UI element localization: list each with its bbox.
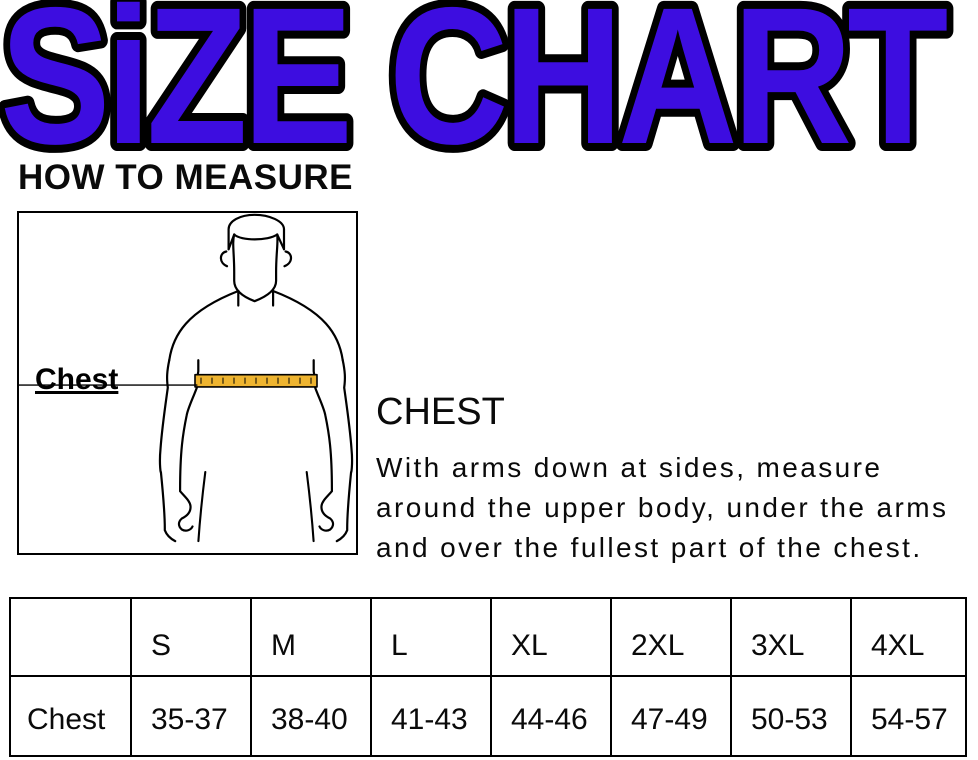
svg-text:50-53: 50-53 <box>751 703 828 736</box>
svg-text:54-57: 54-57 <box>871 703 948 736</box>
svg-text:L: L <box>391 629 408 662</box>
svg-text:3XL: 3XL <box>751 629 804 662</box>
svg-text:41-43: 41-43 <box>391 703 468 736</box>
svg-text:35-37: 35-37 <box>151 703 228 736</box>
svg-text:Chest: Chest <box>35 363 118 396</box>
svg-text:Chest: Chest <box>27 703 106 736</box>
svg-text:47-49: 47-49 <box>631 703 708 736</box>
svg-text:4XL: 4XL <box>871 629 924 662</box>
svg-text:M: M <box>271 629 296 662</box>
svg-text:2XL: 2XL <box>631 629 684 662</box>
svg-text:S: S <box>151 629 171 662</box>
svg-text:38-40: 38-40 <box>271 703 348 736</box>
svg-text:44-46: 44-46 <box>511 703 588 736</box>
svg-text:XL: XL <box>511 629 548 662</box>
